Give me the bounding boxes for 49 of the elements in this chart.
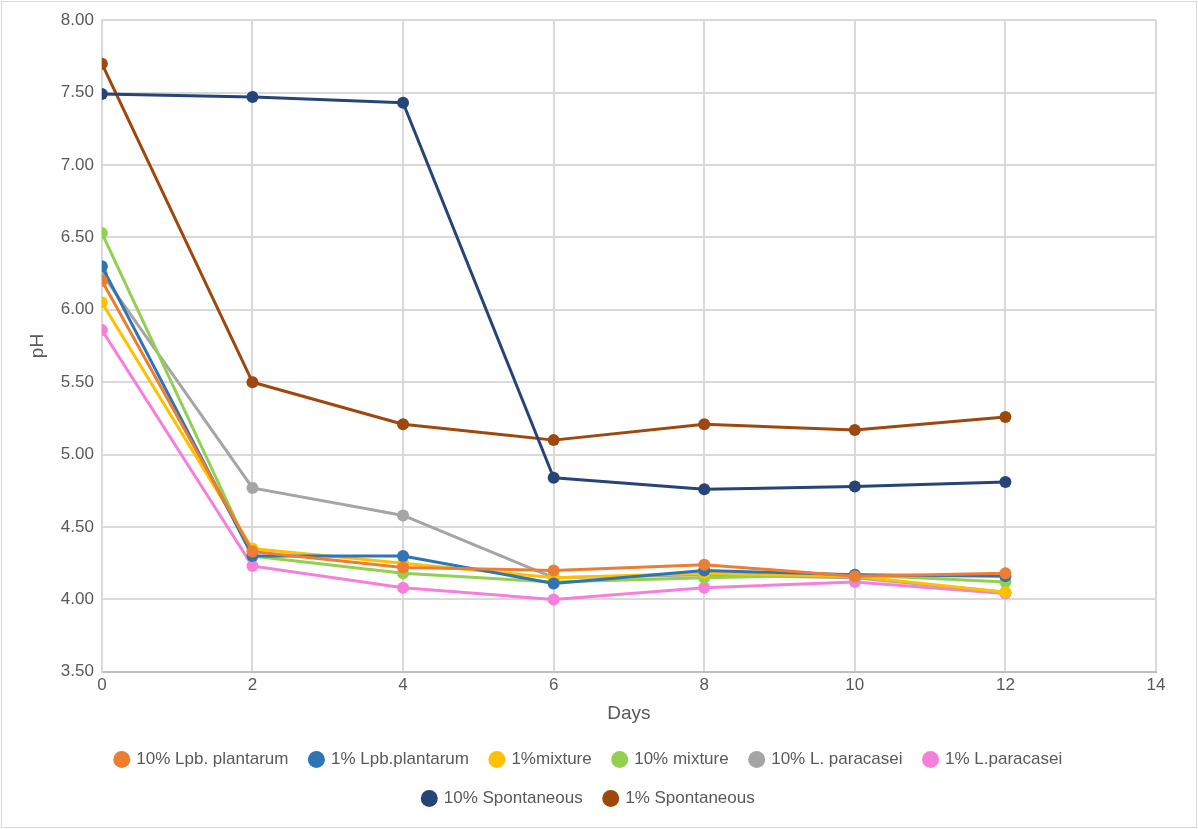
point — [397, 561, 410, 574]
x-tick-label: 8 — [699, 674, 709, 694]
x-axis-title: Days — [607, 701, 651, 723]
y-tick-label: 5.50 — [60, 371, 94, 391]
point — [698, 483, 711, 496]
legend-label: 1% Spontaneous — [625, 788, 755, 808]
point — [848, 480, 861, 493]
y-axis-title: pH — [25, 333, 47, 359]
legend-label: 10% L. paracasei — [771, 749, 903, 769]
point — [547, 564, 560, 577]
point — [397, 549, 410, 562]
x-tick-label: 2 — [247, 674, 258, 694]
point — [999, 410, 1012, 423]
point — [547, 593, 560, 606]
legend-label: 1%mixture — [511, 749, 592, 769]
x-tick-label: 4 — [398, 674, 408, 694]
y-tick-label: 4.50 — [60, 516, 94, 536]
point — [246, 90, 259, 103]
x-tick-label: 6 — [548, 674, 559, 694]
x-tick-label: 0 — [97, 674, 107, 694]
y-tick-label: 7.50 — [60, 82, 94, 102]
x-tick-label: 14 — [1146, 674, 1166, 694]
point — [397, 509, 410, 522]
point — [397, 418, 410, 431]
legend-label: 1% L.paracasei — [945, 749, 1063, 769]
legend-label: 10% Lpb. plantarum — [136, 749, 289, 769]
point — [397, 96, 410, 109]
legend-label: 10% mixture — [634, 749, 729, 769]
y-tick-label: 5.00 — [60, 444, 94, 464]
point — [547, 434, 560, 447]
point — [698, 418, 711, 431]
y-tick-label: 3.50 — [60, 661, 94, 681]
point — [246, 481, 259, 494]
point — [698, 558, 711, 571]
y-tick-label: 8.00 — [60, 9, 94, 29]
point — [999, 476, 1012, 489]
x-tick-label: 10 — [845, 674, 865, 694]
y-tick-label: 6.50 — [60, 227, 94, 247]
point — [397, 581, 410, 594]
point — [848, 423, 861, 436]
legend-label: 1% Lpb.plantarum — [330, 749, 469, 769]
point — [547, 471, 560, 484]
y-tick-label: 7.00 — [60, 154, 94, 174]
y-tick-label: 4.00 — [60, 589, 94, 609]
x-tick-label: 12 — [995, 674, 1015, 694]
point — [246, 376, 259, 389]
y-tick-label: 6.00 — [60, 299, 94, 319]
legend-label: 10% Spontaneous — [443, 788, 583, 808]
point — [698, 581, 711, 594]
